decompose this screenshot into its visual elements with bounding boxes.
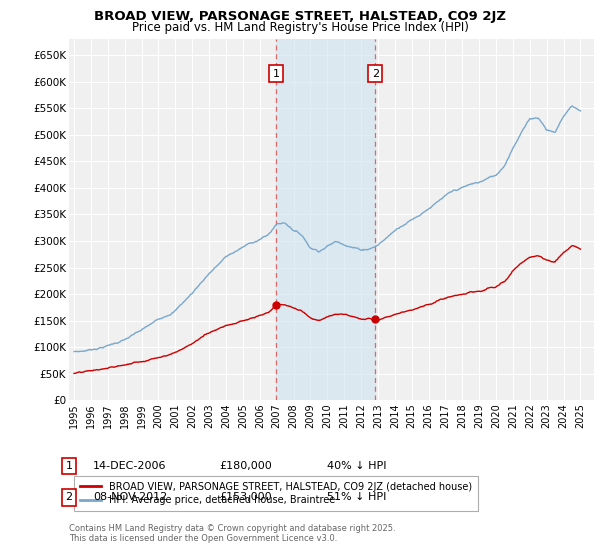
Text: £180,000: £180,000: [219, 461, 272, 471]
Text: £153,000: £153,000: [219, 492, 272, 502]
Text: 2: 2: [372, 69, 379, 79]
Text: Price paid vs. HM Land Registry's House Price Index (HPI): Price paid vs. HM Land Registry's House …: [131, 21, 469, 34]
Text: 2: 2: [65, 492, 73, 502]
Legend: BROAD VIEW, PARSONAGE STREET, HALSTEAD, CO9 2JZ (detached house), HPI: Average p: BROAD VIEW, PARSONAGE STREET, HALSTEAD, …: [74, 475, 478, 511]
Text: 40% ↓ HPI: 40% ↓ HPI: [327, 461, 386, 471]
Text: Contains HM Land Registry data © Crown copyright and database right 2025.
This d: Contains HM Land Registry data © Crown c…: [69, 524, 395, 543]
Bar: [276, 39, 376, 400]
Text: 14-DEC-2006: 14-DEC-2006: [93, 461, 167, 471]
Text: 08-NOV-2012: 08-NOV-2012: [93, 492, 167, 502]
Text: 1: 1: [65, 461, 73, 471]
Text: BROAD VIEW, PARSONAGE STREET, HALSTEAD, CO9 2JZ: BROAD VIEW, PARSONAGE STREET, HALSTEAD, …: [94, 10, 506, 22]
Text: 1: 1: [272, 69, 280, 79]
Text: 51% ↓ HPI: 51% ↓ HPI: [327, 492, 386, 502]
